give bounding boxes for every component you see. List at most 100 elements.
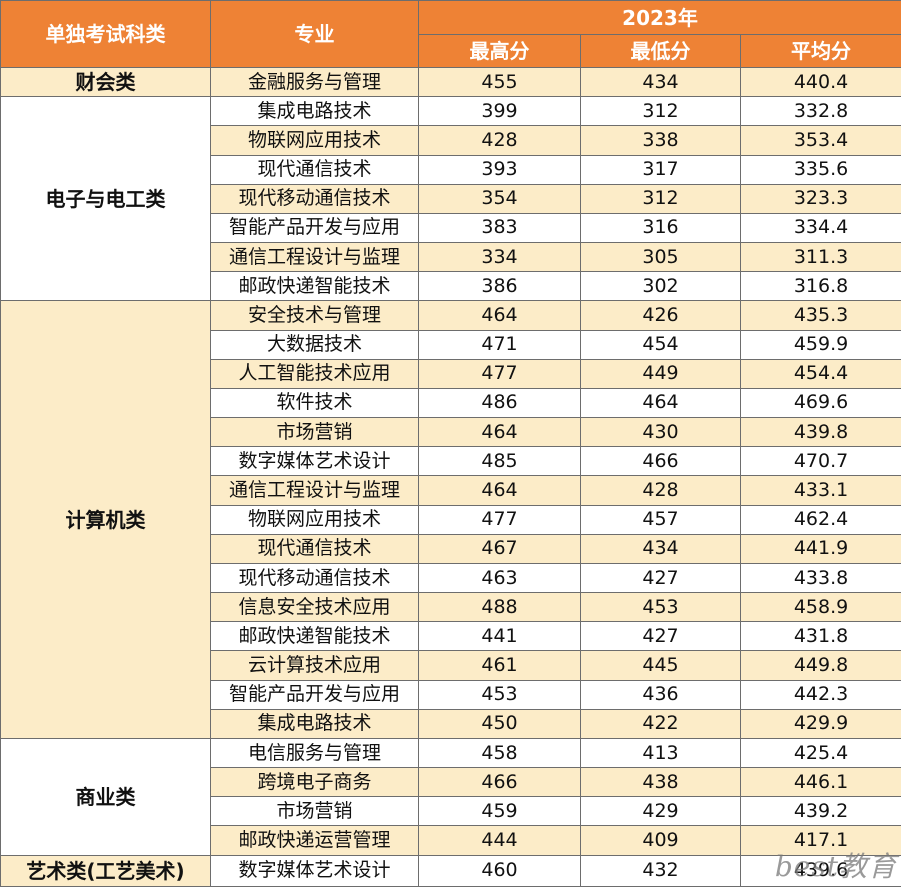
avg-score-cell: 459.9: [739, 329, 901, 360]
table-row: 艺术类(工艺美术) 数字媒体艺术设计 460 432 439.6: [0, 854, 901, 887]
min-score-cell: 438: [580, 767, 741, 798]
category-cell: 商业类: [0, 737, 211, 856]
major-cell: 信息安全技术应用: [210, 592, 419, 623]
max-score-cell: 471: [418, 329, 581, 360]
min-score-cell: 413: [580, 737, 741, 769]
min-score-cell: 457: [580, 504, 741, 535]
max-score-cell: 486: [418, 387, 581, 419]
min-score-cell: 422: [580, 708, 741, 739]
major-cell: 集成电路技术: [210, 708, 419, 739]
max-score-cell: 466: [418, 767, 581, 798]
max-score-cell: 428: [418, 125, 581, 156]
table-header: 单独考试科类 专业 2023年 最高分 最低分 平均分: [0, 0, 901, 68]
table-row: 计算机类 安全技术与管理 464 426 435.3: [0, 300, 901, 739]
major-cell: 金融服务与管理: [210, 66, 419, 98]
avg-score-cell: 442.3: [739, 679, 901, 710]
min-score-cell: 409: [580, 825, 741, 856]
avg-score-cell: 311.3: [739, 242, 901, 273]
table-row: 现代移动通信技术 354 312 323.3: [1, 183, 901, 214]
avg-score-cell: 334.4: [739, 212, 901, 244]
avg-score-cell: 316.8: [739, 271, 901, 302]
table-row: 现代通信技术 393 317 335.6: [1, 154, 901, 185]
min-score-cell: 338: [580, 125, 741, 156]
max-score-cell: 464: [418, 300, 581, 331]
avg-score-cell: 439.6: [739, 854, 901, 887]
max-score-cell: 488: [418, 592, 581, 623]
category-cell: 财会类: [0, 66, 211, 98]
avg-score-cell: 439.2: [739, 796, 901, 827]
major-cell: 现代移动通信技术: [210, 183, 419, 214]
major-cell: 智能产品开发与应用: [210, 212, 419, 244]
min-score-cell: 436: [580, 679, 741, 710]
avg-score-cell: 335.6: [739, 154, 901, 185]
major-cell: 邮政快递智能技术: [210, 271, 419, 302]
header-row-2: 最高分 最低分 平均分: [1, 34, 901, 68]
min-score-cell: 454: [580, 329, 741, 360]
major-cell: 软件技术: [210, 387, 419, 419]
avg-score-cell: 470.7: [739, 446, 901, 477]
avg-score-cell: 441.9: [739, 533, 901, 564]
max-score-cell: 450: [418, 708, 581, 739]
major-cell: 数字媒体艺术设计: [210, 854, 419, 887]
max-score-cell: 444: [418, 825, 581, 856]
min-score-cell: 305: [580, 242, 741, 273]
major-cell: 邮政快递运营管理: [210, 825, 419, 856]
avg-score-cell: 353.4: [739, 125, 901, 156]
major-cell: 跨境电子商务: [210, 767, 419, 798]
min-score-cell: 312: [580, 183, 741, 214]
header-max-score: 最高分: [418, 34, 581, 68]
major-cell: 邮政快递智能技术: [210, 621, 419, 652]
table-row: 跨境电子商务 466 438 446.1: [1, 767, 901, 798]
avg-score-cell: 462.4: [739, 504, 901, 535]
min-score-cell: 427: [580, 621, 741, 652]
table-row: 商业类 电信服务与管理 458 413 425.4: [0, 737, 901, 856]
major-cell: 人工智能技术应用: [210, 358, 419, 389]
major-cell: 大数据技术: [210, 329, 419, 360]
max-score-cell: 485: [418, 446, 581, 477]
table-row: 智能产品开发与应用 383 316 334.4: [1, 212, 901, 244]
max-score-cell: 461: [418, 650, 581, 681]
max-score-cell: 467: [418, 533, 581, 564]
header-avg-score: 平均分: [739, 34, 901, 68]
max-score-cell: 453: [418, 679, 581, 710]
table-row: 邮政快递运营管理 444 409 417.1: [1, 825, 901, 856]
min-score-cell: 317: [580, 154, 741, 185]
major-cell: 智能产品开发与应用: [210, 679, 419, 710]
max-score-cell: 393: [418, 154, 581, 185]
max-score-cell: 334: [418, 242, 581, 273]
avg-score-cell: 433.1: [739, 475, 901, 506]
table-row: 云计算技术应用 461 445 449.8: [1, 650, 901, 681]
avg-score-cell: 469.6: [739, 387, 901, 419]
max-score-cell: 477: [418, 504, 581, 535]
max-score-cell: 386: [418, 271, 581, 302]
table-row: 人工智能技术应用 477 449 454.4: [1, 358, 901, 389]
avg-score-cell: 440.4: [739, 66, 901, 98]
major-cell: 数字媒体艺术设计: [210, 446, 419, 477]
major-cell: 物联网应用技术: [210, 125, 419, 156]
avg-score-cell: 439.8: [739, 417, 901, 448]
min-score-cell: 434: [580, 533, 741, 564]
min-score-cell: 430: [580, 417, 741, 448]
min-score-cell: 466: [580, 446, 741, 477]
major-cell: 现代通信技术: [210, 533, 419, 564]
max-score-cell: 464: [418, 475, 581, 506]
table-row: 邮政快递智能技术 441 427 431.8: [1, 621, 901, 652]
avg-score-cell: 431.8: [739, 621, 901, 652]
major-cell: 市场营销: [210, 796, 419, 827]
major-cell: 市场营销: [210, 417, 419, 448]
avg-score-cell: 435.3: [739, 300, 901, 331]
min-score-cell: 434: [580, 66, 741, 98]
max-score-cell: 459: [418, 796, 581, 827]
major-cell: 安全技术与管理: [210, 300, 419, 331]
min-score-cell: 428: [580, 475, 741, 506]
max-score-cell: 455: [418, 66, 581, 98]
max-score-cell: 458: [418, 737, 581, 769]
min-score-cell: 453: [580, 592, 741, 623]
max-score-cell: 441: [418, 621, 581, 652]
table-row: 通信工程设计与监理 334 305 311.3: [1, 242, 901, 273]
major-cell: 通信工程设计与监理: [210, 242, 419, 273]
min-score-cell: 312: [580, 96, 741, 127]
table-row: 电子与电工类 集成电路技术 399 312 332.8: [0, 96, 901, 302]
major-cell: 物联网应用技术: [210, 504, 419, 535]
